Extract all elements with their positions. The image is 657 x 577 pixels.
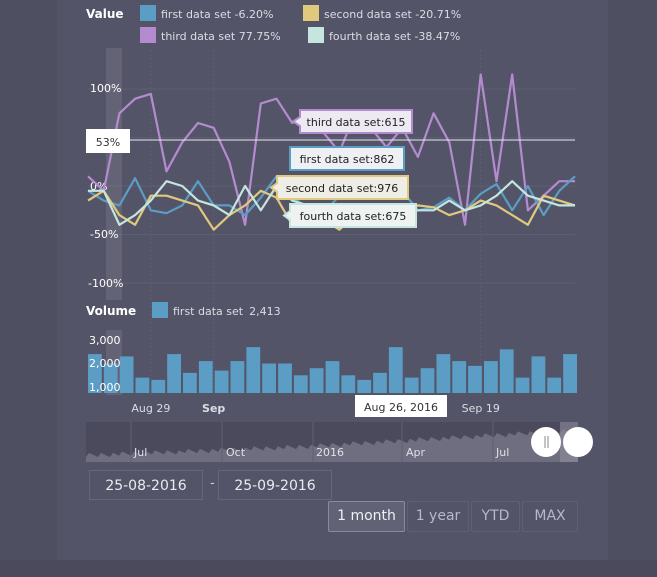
- volume-bar[interactable]: [198, 361, 213, 393]
- volume-bar[interactable]: [468, 365, 482, 393]
- navigator-right-handle[interactable]: [563, 427, 593, 457]
- legend-swatch: [308, 27, 324, 43]
- value-legend: first data set -6.20% second data set -20…: [140, 5, 461, 43]
- legend-swatch: [140, 5, 156, 21]
- navigator-left-handle[interactable]: [531, 427, 561, 457]
- legend-swatch: [152, 302, 168, 318]
- tooltip-third: third data set:615: [291, 109, 413, 134]
- legend-label: first data set 2,413: [173, 305, 281, 318]
- tooltip-label: fourth data set:675: [300, 210, 407, 223]
- range-separator: -: [210, 476, 215, 491]
- volume-bar[interactable]: [325, 361, 340, 393]
- y-tick-label: -50%: [90, 228, 118, 241]
- volume-bar[interactable]: [183, 372, 197, 393]
- navigator[interactable]: Jul Oct 2016 Apr Jul: [86, 422, 593, 462]
- y-tick-label: 1,000: [89, 381, 121, 394]
- crosshair-y-label: 53%: [96, 136, 120, 149]
- volume-bar[interactable]: [293, 375, 308, 394]
- tooltip-fourth: fourth data set:675: [282, 203, 417, 228]
- volume-bar[interactable]: [309, 368, 324, 393]
- volume-bar[interactable]: [341, 375, 356, 394]
- crosshair-date-box: [355, 395, 447, 417]
- range-from-input[interactable]: 25-08-2016: [89, 470, 203, 500]
- legend-item[interactable]: third data set 77.75%: [161, 30, 281, 43]
- x-tick-label: Sep 19: [462, 402, 500, 415]
- range-button-1-year[interactable]: 1 year: [407, 501, 469, 532]
- crosshair-date-label: Aug 26, 2016: [364, 401, 438, 414]
- volume-bars: [88, 347, 577, 394]
- legend-swatch: [140, 27, 156, 43]
- volume-bar[interactable]: [420, 368, 435, 393]
- y-tick-label: 3,000: [89, 334, 121, 347]
- legend-item[interactable]: first data set -6.20%: [161, 8, 274, 21]
- tooltip-first: first data set:862: [289, 146, 405, 171]
- navigator-labels: Jul Oct 2016 Apr Jul: [130, 422, 509, 462]
- legend-swatch: [303, 5, 319, 21]
- volume-bar[interactable]: [230, 361, 245, 393]
- y-tick-label: 100%: [90, 82, 121, 95]
- y-tick-label: -100%: [88, 277, 123, 290]
- volume-bar[interactable]: [499, 349, 514, 393]
- volume-bar[interactable]: [278, 363, 292, 394]
- volume-bar[interactable]: [357, 379, 372, 393]
- volume-bar[interactable]: [436, 354, 451, 393]
- legend-item[interactable]: fourth data set -38.47%: [329, 30, 460, 43]
- crosshair-y-label-box: [86, 129, 130, 153]
- range-to-input[interactable]: 25-09-2016: [218, 470, 332, 500]
- navigator-label: Jul: [133, 446, 147, 459]
- x-tick-label: Aug 29: [131, 402, 170, 415]
- volume-bar[interactable]: [388, 347, 403, 393]
- range-button-ytd[interactable]: YTD: [471, 501, 520, 532]
- volume-bar[interactable]: [214, 370, 229, 393]
- tooltip-label: second data set:976: [286, 182, 399, 195]
- volume-bar[interactable]: [135, 377, 150, 393]
- volume-bar[interactable]: [119, 356, 134, 393]
- volume-bar[interactable]: [547, 377, 562, 393]
- tooltip-label: first data set:862: [300, 153, 395, 166]
- tooltip-label: third data set:615: [307, 116, 406, 129]
- navigator-label: Apr: [406, 446, 426, 459]
- volume-bar[interactable]: [167, 354, 181, 393]
- volume-bar[interactable]: [484, 361, 498, 393]
- volume-bar[interactable]: [103, 363, 118, 394]
- navigator-area: [86, 428, 578, 462]
- volume-bar[interactable]: [151, 379, 166, 393]
- x-tick-label: Sep: [202, 402, 225, 415]
- range-button-1-month[interactable]: 1 month: [328, 501, 405, 532]
- volume-bar[interactable]: [373, 372, 387, 393]
- series-line-third-data-set[interactable]: [87, 73, 575, 226]
- footer-shade: [0, 560, 657, 577]
- volume-bar[interactable]: [404, 377, 419, 393]
- range-button-max[interactable]: MAX: [522, 501, 578, 532]
- x-axis: Aug 29 Sep Sep 19: [131, 402, 500, 415]
- volume-y-axis: 3,000 2,000 1,000: [89, 334, 121, 394]
- crosshair-band: [106, 48, 122, 300]
- stock-chart[interactable]: Value first data set -6.20% second data s…: [0, 0, 657, 470]
- volume-bar[interactable]: [88, 354, 102, 393]
- navigator-label: 2016: [316, 446, 344, 459]
- volume-bar[interactable]: [531, 356, 546, 393]
- navigator-label: Jul: [495, 446, 509, 459]
- value-legend-title: Value: [86, 7, 124, 21]
- volume-bar[interactable]: [452, 361, 467, 393]
- y-tick-label: 2,000: [89, 357, 121, 370]
- chart-panel: [57, 0, 608, 560]
- volume-bar[interactable]: [246, 347, 261, 393]
- navigator-label: Oct: [226, 446, 246, 459]
- volume-bar[interactable]: [563, 354, 577, 393]
- volume-bar[interactable]: [262, 363, 276, 394]
- volume-legend-title: Volume: [86, 304, 136, 318]
- tooltip-second: second data set:976: [269, 175, 409, 200]
- legend-item[interactable]: second data set -20.71%: [324, 8, 461, 21]
- volume-bar[interactable]: [515, 377, 530, 393]
